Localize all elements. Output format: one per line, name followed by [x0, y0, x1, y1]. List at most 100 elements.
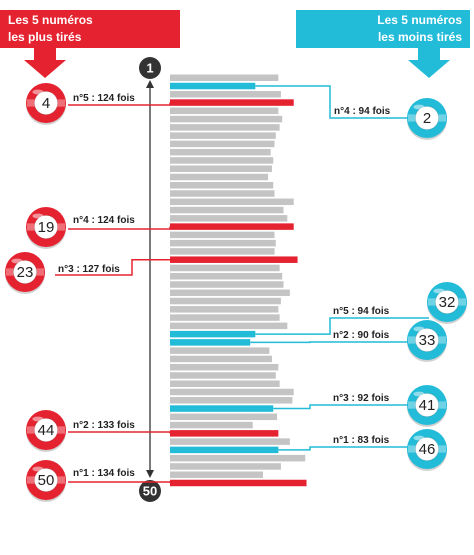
bar-30: [170, 314, 280, 321]
ball-most-50-number: 50: [38, 472, 55, 489]
bar-47: [170, 454, 306, 462]
ball-most-4-number: 4: [42, 95, 50, 112]
ball-least-46-shine: [413, 435, 425, 441]
header-least-drawn: Les 5 numéros les moins tirés: [296, 10, 470, 48]
bar-10: [170, 148, 271, 156]
bar-40: [170, 397, 293, 404]
bar-26: [170, 281, 284, 288]
label-most-23: n°3 : 127 fois: [58, 264, 120, 275]
bar-33: [170, 339, 251, 346]
label-most-44: n°2 : 133 fois: [73, 420, 135, 431]
label-least-46: n°1 : 83 fois: [333, 435, 390, 446]
bar-39: [170, 388, 294, 396]
bar-34: [170, 347, 270, 354]
axis-bottom-label: 50: [143, 484, 157, 499]
connector-most-50: [68, 481, 171, 483]
axis-top-label: 1: [146, 61, 153, 76]
bar-7: [170, 124, 280, 131]
axis-arrow-down: [146, 470, 154, 478]
ball-least-33-shine: [413, 326, 425, 332]
label-least-2: n°4 : 94 fois: [334, 106, 391, 117]
label-least-41: n°3 : 92 fois: [333, 393, 390, 404]
ball-least-46-number: 46: [419, 441, 436, 458]
bar-36: [170, 363, 279, 371]
bar-23: [170, 256, 298, 263]
bar-41: [170, 405, 274, 412]
ball-least-41-shine: [413, 391, 425, 397]
label-least-32: n°5 : 94 fois: [333, 306, 390, 317]
bar-24: [170, 264, 280, 272]
ball-least-33: 33: [407, 320, 447, 362]
connector-least-2: [255, 85, 409, 119]
connector-most-4: [68, 102, 171, 106]
connector-most-23: [55, 258, 170, 276]
ball-least-46-face: [414, 436, 439, 461]
header-most-arrow: [24, 48, 66, 78]
bar-1: [170, 74, 279, 81]
bar-2: [170, 82, 256, 90]
ball-most-4-shine: [32, 89, 44, 95]
connector-least-46: [278, 446, 409, 451]
ball-least-32-face: [434, 289, 459, 314]
ball-most-4: 4: [26, 83, 66, 125]
header-least-arrow: [408, 48, 450, 78]
ball-least-46: 46: [407, 429, 447, 471]
bar-45: [170, 438, 290, 445]
ball-most-23-face: [12, 259, 38, 284]
ball-least-41-face: [414, 392, 439, 417]
ball-most-19-shine: [32, 213, 44, 219]
connector-least-32: [255, 317, 429, 335]
label-most-19: n°4 : 124 fois: [73, 215, 135, 226]
header-most-line1: Les 5 numéros: [8, 13, 93, 27]
bar-18: [170, 215, 288, 222]
ball-least-41: 41: [407, 385, 447, 427]
bar-48: [170, 463, 281, 470]
ball-most-44: 44: [26, 410, 66, 452]
ball-most-44-number: 44: [38, 422, 55, 439]
bar-28: [170, 297, 281, 305]
bar-19: [170, 223, 294, 230]
bar-20: [170, 231, 275, 239]
bar-22: [170, 248, 275, 255]
ball-least-33-face: [414, 327, 439, 352]
bar-49: [170, 471, 263, 478]
bar-32: [170, 330, 256, 338]
ball-least-32-shine: [433, 288, 445, 294]
bar-6: [170, 115, 283, 123]
bar-5: [170, 107, 279, 115]
ball-most-44-shine: [32, 416, 44, 422]
connector-most-44: [68, 431, 171, 434]
bar-3: [170, 91, 281, 98]
bar-27: [170, 289, 290, 297]
ball-least-41-number: 41: [419, 397, 436, 414]
ball-least-32-number: 32: [439, 294, 456, 311]
bar-43: [170, 421, 253, 429]
bar-12: [170, 165, 272, 172]
bar-17: [170, 206, 284, 214]
ball-least-2-face: [414, 106, 439, 131]
axis-arrow-up: [146, 80, 154, 88]
header-least-line2: les moins tirés: [377, 30, 462, 44]
label-most-4: n°5 : 124 fois: [73, 93, 135, 104]
ball-most-4-face: [34, 91, 59, 116]
bar-4: [170, 99, 294, 106]
ball-most-19-face: [34, 214, 59, 239]
label-least-33: n°2 : 90 fois: [333, 330, 390, 341]
axis-top-circle: [139, 57, 161, 79]
ball-least-2-shine: [413, 104, 425, 110]
ball-most-19: 19: [26, 207, 66, 249]
ball-most-23-shine: [11, 258, 23, 264]
bar-38: [170, 380, 280, 387]
ball-least-33-number: 33: [419, 332, 436, 349]
bar-11: [170, 157, 274, 164]
bar-15: [170, 190, 275, 197]
bar-37: [170, 372, 276, 379]
bar-35: [170, 355, 272, 363]
ball-least-2: 2: [407, 98, 447, 140]
bar-9: [170, 140, 275, 148]
bar-46: [170, 446, 279, 454]
bar-13: [170, 173, 269, 181]
header-most-line2: les plus tirés: [8, 30, 82, 44]
bar-21: [170, 239, 276, 247]
